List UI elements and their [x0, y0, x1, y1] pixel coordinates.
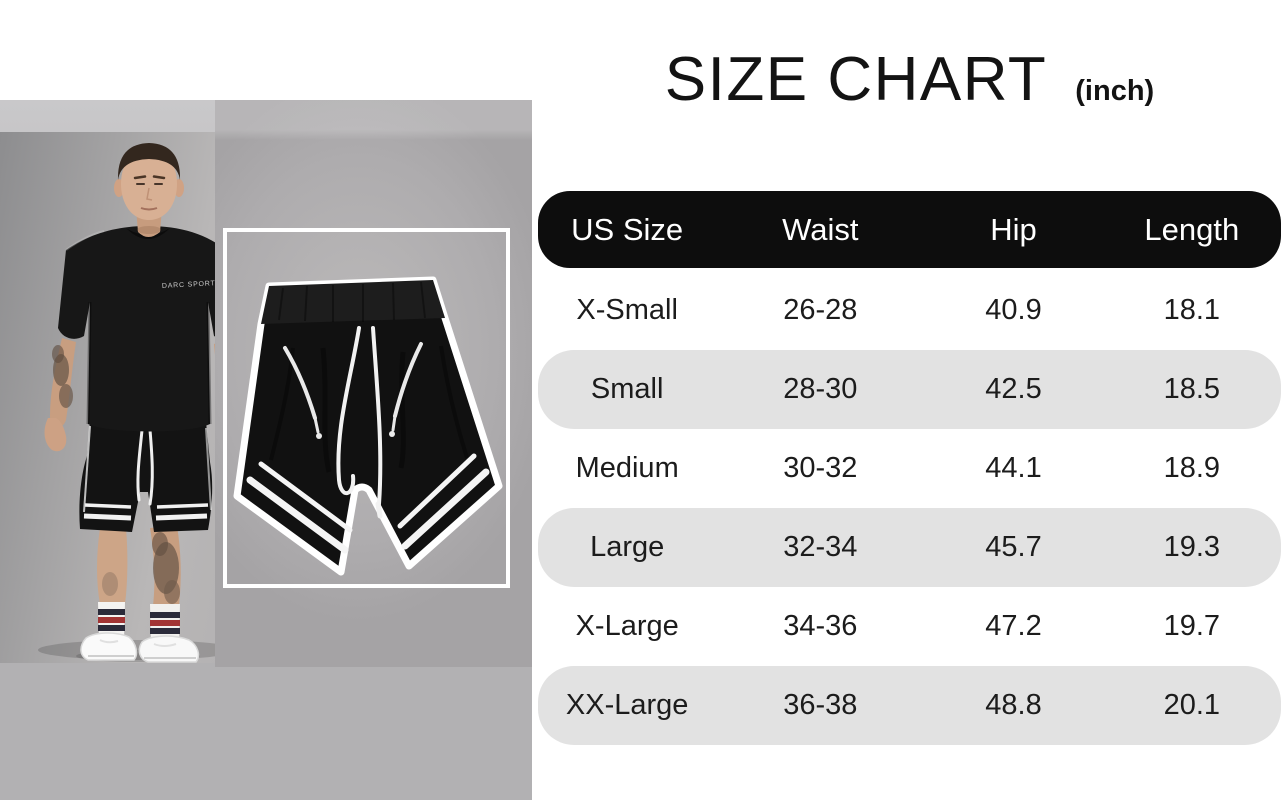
model-tshirt: DARC SPORT	[58, 226, 240, 432]
cell-size: XX-Large	[565, 689, 689, 721]
cell-size: Small	[590, 373, 664, 405]
title-row: SIZE CHART (inch)	[538, 45, 1281, 146]
cell-waist: 36-38	[783, 689, 858, 721]
shorts-silhouette	[233, 276, 503, 576]
cell-size: Large	[590, 531, 665, 563]
table-row: Small 28-30 42.5 18.5	[538, 350, 1281, 429]
table-row: Medium 30-32 44.1 18.9	[538, 429, 1281, 508]
cell-waist: 28-30	[783, 373, 858, 405]
shorts-zippers	[283, 342, 423, 439]
cell-waist: 30-32	[783, 452, 858, 484]
shorts-drawstring	[336, 326, 383, 519]
cell-size: Medium	[575, 452, 679, 484]
cell-length: 18.9	[1163, 452, 1221, 484]
shorts-illustration	[233, 276, 503, 576]
table-row: X-Small 26-28 40.9 18.1	[538, 271, 1281, 350]
cell-length: 20.1	[1163, 689, 1221, 721]
cell-waist: 26-28	[783, 294, 858, 326]
product-photo	[215, 100, 532, 667]
cell-size: X-Small	[576, 294, 678, 326]
model-legs	[97, 526, 181, 606]
product-frame-border	[223, 228, 510, 588]
column-header-waist: Waist	[782, 211, 859, 247]
cell-length: 19.3	[1163, 531, 1221, 563]
column-header-length: Length	[1144, 211, 1240, 247]
cell-hip: 48.8	[985, 689, 1042, 721]
table-header: US Size Waist Hip Length	[538, 191, 1281, 268]
cell-hip: 45.7	[985, 531, 1042, 563]
model-shorts	[79, 420, 213, 532]
cell-hip: 40.9	[985, 294, 1042, 326]
cell-hip: 42.5	[985, 373, 1042, 405]
cell-waist: 32-34	[783, 531, 858, 563]
model-illustration: DARC SPORT	[38, 143, 240, 663]
model-head	[114, 143, 184, 237]
cell-length: 19.7	[1163, 610, 1221, 642]
cell-hip: 44.1	[985, 452, 1042, 484]
cell-hip: 47.2	[985, 610, 1042, 642]
shorts-hem-stripes	[246, 453, 490, 554]
cell-length: 18.5	[1163, 373, 1221, 405]
cell-size: X-Large	[575, 610, 679, 642]
model-shoes	[80, 632, 200, 663]
table-row: X-Large 34-36 47.2 19.7	[538, 587, 1281, 666]
table-row: XX-Large 36-38 48.8 20.1	[538, 666, 1281, 745]
cell-length: 18.1	[1163, 294, 1221, 326]
table-row: Large 32-34 45.7 19.3	[538, 508, 1281, 587]
column-header-size: US Size	[571, 211, 684, 247]
column-header-hip: Hip	[990, 211, 1037, 247]
unit-label: (inch)	[1075, 75, 1155, 107]
shorts-waistband	[261, 280, 445, 324]
cell-waist: 34-36	[783, 610, 858, 642]
page-title: SIZE CHART	[664, 45, 1048, 114]
shirt-brand-text: DARC SPORT	[162, 280, 216, 290]
photo-collage: DARC SPORT	[0, 100, 532, 800]
